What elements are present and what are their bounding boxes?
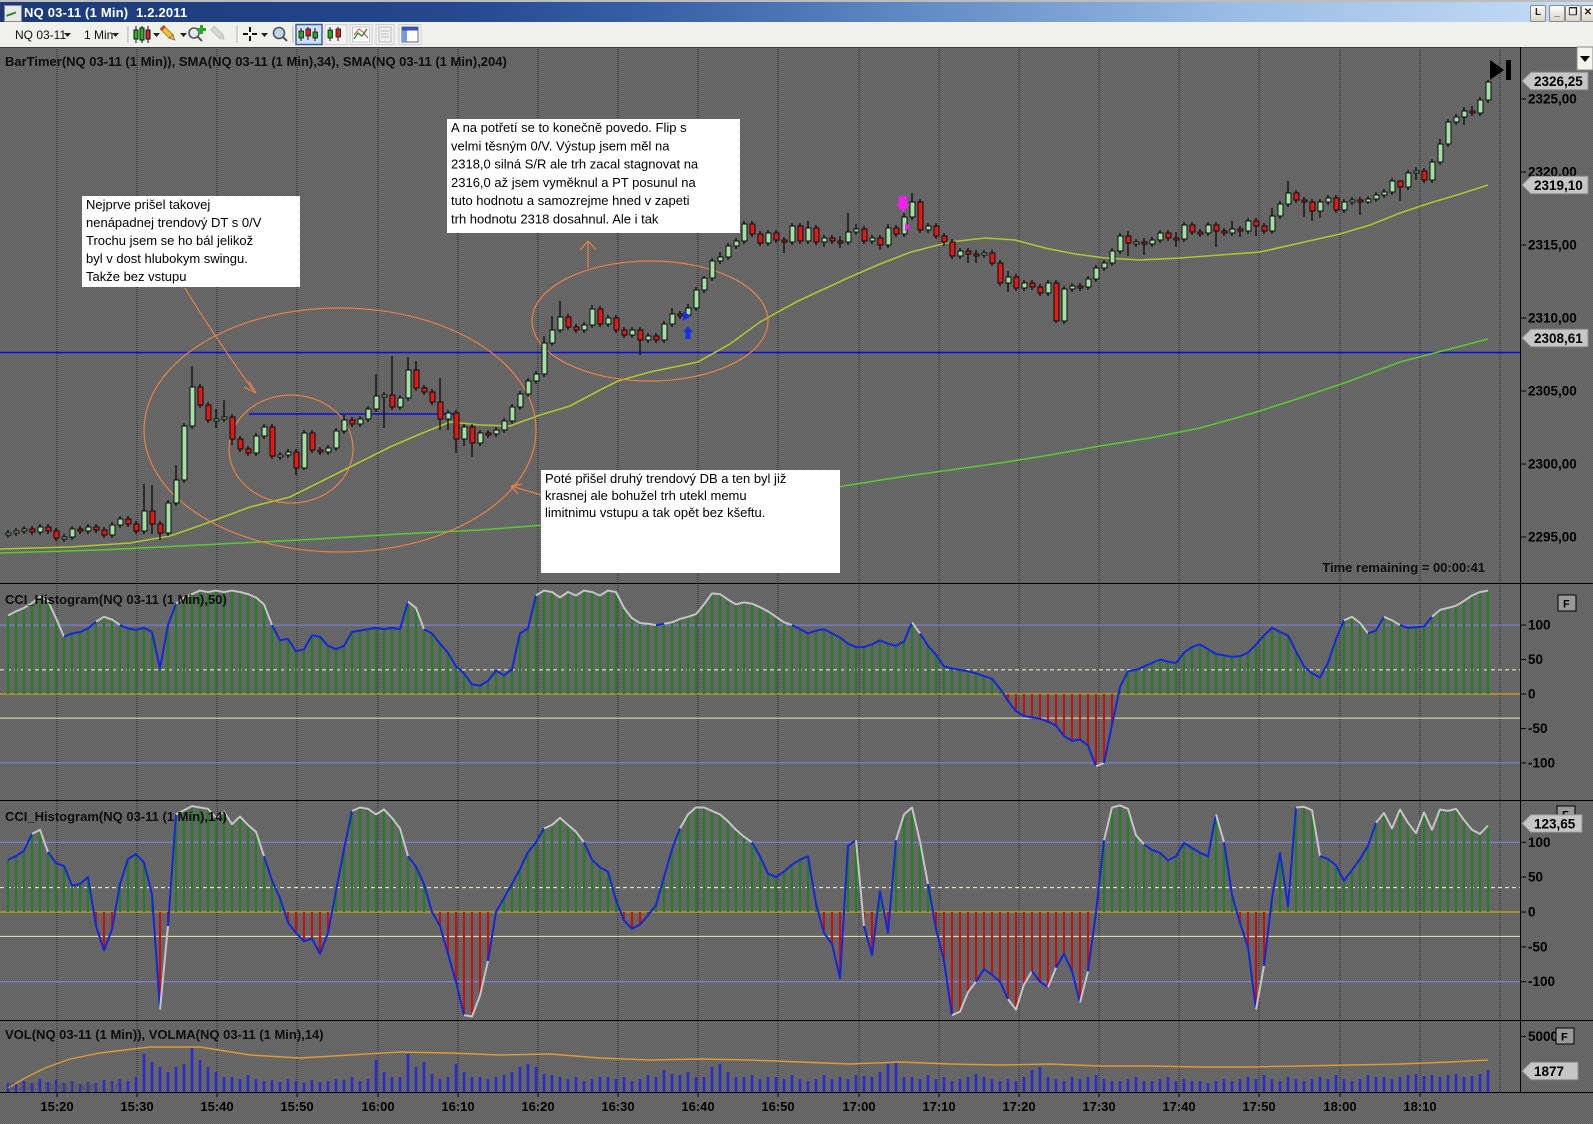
svg-text:F: F — [1563, 599, 1570, 611]
svg-text:15:40: 15:40 — [200, 1099, 233, 1114]
svg-text:2326,25: 2326,25 — [1534, 74, 1583, 89]
svg-text:2295,00: 2295,00 — [1528, 530, 1577, 545]
svg-text:-50: -50 — [1528, 939, 1548, 954]
svg-text:50: 50 — [1528, 652, 1543, 667]
svg-text:50: 50 — [1528, 870, 1543, 885]
svg-text:BarTimer(NQ 03-11 (1 Min)), SM: BarTimer(NQ 03-11 (1 Min)), SMA(NQ 03-11… — [5, 54, 507, 69]
svg-text:Time remaining = 00:00:41: Time remaining = 00:00:41 — [1322, 560, 1485, 575]
svg-text:17:00: 17:00 — [842, 1099, 875, 1114]
svg-text:16:20: 16:20 — [521, 1099, 554, 1114]
svg-text:-50: -50 — [1528, 721, 1548, 736]
svg-text:123,65: 123,65 — [1534, 816, 1576, 831]
svg-text:16:50: 16:50 — [761, 1099, 794, 1114]
svg-text:VOL(NQ 03-11 (1 Min)), VOLMA(N: VOL(NQ 03-11 (1 Min)), VOLMA(NQ 03-11 (1… — [5, 1027, 324, 1042]
svg-text:0: 0 — [1528, 905, 1536, 920]
svg-text:Trochu jsem se ho bál jelikož: Trochu jsem se ho bál jelikož — [86, 233, 253, 248]
svg-text:NQ 03-11: NQ 03-11 — [15, 28, 66, 42]
svg-text:16:10: 16:10 — [441, 1099, 474, 1114]
svg-text:Nejprve prišel takovej: Nejprve prišel takovej — [86, 197, 210, 212]
svg-text:2305,00: 2305,00 — [1528, 384, 1577, 399]
svg-text:Poté přišel druhý trendový DB: Poté přišel druhý trendový DB a ten byl … — [545, 471, 786, 486]
svg-text:Takže bez vstupu: Takže bez vstupu — [86, 269, 186, 284]
svg-text:18:10: 18:10 — [1403, 1099, 1436, 1114]
svg-text:2319,10: 2319,10 — [1534, 178, 1583, 193]
svg-text:A na potřetí se to konečně pov: A na potřetí se to konečně povedo. Flip … — [451, 120, 687, 135]
svg-text:trh hodnotu 2318 dosahnul. Ale: trh hodnotu 2318 dosahnul. Ale i tak — [451, 212, 659, 227]
svg-text:18:00: 18:00 — [1323, 1099, 1356, 1114]
svg-text:15:30: 15:30 — [120, 1099, 153, 1114]
svg-text:16:00: 16:00 — [361, 1099, 394, 1114]
svg-text:2315,00: 2315,00 — [1528, 238, 1577, 253]
svg-text:1 Min: 1 Min — [84, 28, 113, 42]
svg-text:16:30: 16:30 — [601, 1099, 634, 1114]
svg-text:CCI_Histogram(NQ 03-11 (1 Min): CCI_Histogram(NQ 03-11 (1 Min),14) — [5, 809, 227, 824]
svg-text:tuto hodnotu a samozrejme hned: tuto hodnotu a samozrejme hned v zapeti — [451, 193, 690, 208]
svg-text:0: 0 — [1528, 687, 1536, 702]
svg-text:17:50: 17:50 — [1242, 1099, 1275, 1114]
svg-text:CCI_Histogram(NQ 03-11 (1 Min): CCI_Histogram(NQ 03-11 (1 Min),50) — [5, 592, 227, 607]
svg-text:velmi těsným 0/V. Výstup jsem: velmi těsným 0/V. Výstup jsem měl na — [451, 138, 670, 153]
svg-text:2308,61: 2308,61 — [1534, 331, 1583, 346]
svg-text:krasnej ale bohužel trh utekl: krasnej ale bohužel trh utekl memu — [545, 488, 747, 503]
svg-text:-100: -100 — [1528, 974, 1555, 989]
svg-text:100: 100 — [1528, 835, 1551, 850]
svg-text:F: F — [1561, 1032, 1568, 1044]
svg-text:17:10: 17:10 — [922, 1099, 955, 1114]
svg-text:17:40: 17:40 — [1162, 1099, 1195, 1114]
svg-text:17:20: 17:20 — [1002, 1099, 1035, 1114]
svg-text:2316,0 až jsem vyměknul a PT p: 2316,0 až jsem vyměknul a PT posunul na — [451, 175, 697, 190]
svg-text:15:20: 15:20 — [40, 1099, 73, 1114]
svg-text:-100: -100 — [1528, 755, 1555, 770]
svg-text:byl v dost hlubokym swingu.: byl v dost hlubokym swingu. — [86, 251, 248, 266]
svg-text:2300,00: 2300,00 — [1528, 457, 1577, 472]
svg-text:2325,00: 2325,00 — [1528, 92, 1577, 107]
svg-text:© 2011 NinjaTrader, LLC.: © 2011 NinjaTrader, LLC. — [8, 1081, 126, 1093]
svg-text:100: 100 — [1528, 618, 1551, 633]
svg-text:17:30: 17:30 — [1082, 1099, 1115, 1114]
svg-text:nenápadnej trendový DT s 0/V: nenápadnej trendový DT s 0/V — [86, 215, 262, 230]
svg-text:1877: 1877 — [1534, 1064, 1564, 1079]
svg-text:2310,00: 2310,00 — [1528, 311, 1577, 326]
svg-text:2318,0 silná S/R ale trh zacal: 2318,0 silná S/R ale trh zacal stagnovat… — [451, 157, 699, 172]
svg-text:16:40: 16:40 — [681, 1099, 714, 1114]
svg-text:5000: 5000 — [1528, 1029, 1558, 1044]
svg-text:15:50: 15:50 — [280, 1099, 313, 1114]
svg-text:limitnimu vstupu a tak opět be: limitnimu vstupu a tak opět bez kšeftu. — [545, 505, 765, 520]
